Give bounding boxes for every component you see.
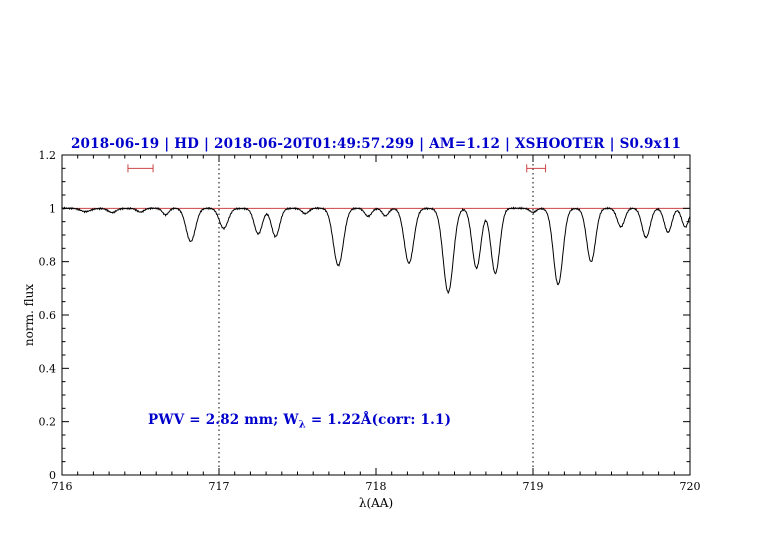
spectrum-line [61, 206, 691, 295]
pwv-annotation-pre: PWV = 2.82 mm; W [148, 412, 299, 428]
y-tick-label: 1.2 [39, 149, 57, 162]
y-tick-label: 0.2 [39, 416, 57, 429]
pwv-annotation: PWV = 2.82 mm; Wλ = 1.22Å(corr: 1.1) [148, 412, 451, 431]
pwv-annotation-post: = 1.22Å(corr: 1.1) [305, 412, 452, 428]
plot-title: 2018-06-19 | HD | 2018-06-20T01:49:57.29… [70, 136, 682, 152]
x-tick-label: 719 [523, 480, 544, 493]
x-tick-label: 717 [209, 480, 230, 493]
y-tick-label: 0.6 [39, 309, 57, 322]
y-tick-label: 1 [49, 202, 56, 215]
y-tick-label: 0.4 [39, 362, 57, 375]
x-tick-label: 718 [366, 480, 387, 493]
x-axis-label: λ(AA) [358, 496, 394, 510]
pwv-annotation-sub: λ [298, 419, 306, 431]
axes-box [61, 154, 691, 476]
x-tick-label: 720 [680, 480, 701, 493]
y-tick-label: 0.8 [39, 256, 57, 269]
y-tick-label: 0 [49, 469, 56, 482]
x-tick-label: 716 [52, 480, 73, 493]
